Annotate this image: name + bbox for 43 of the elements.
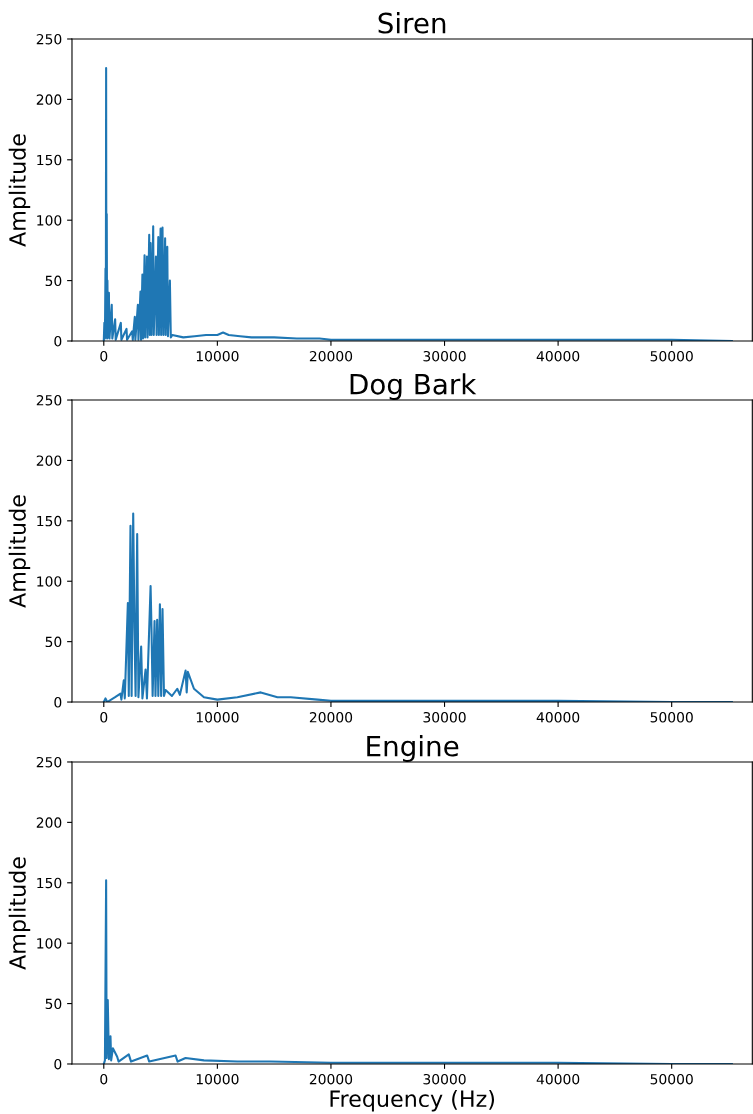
chart-title: Siren [378,12,446,34]
y-tick-label: 250 [36,756,62,768]
x-tick-label: 0 [100,1073,108,1085]
y-tick-label: 100 [37,938,62,949]
x-tick-label: 0 [100,350,108,362]
x-tick-label: 40000 [536,1073,580,1085]
x-tick-label: 30000 [423,1073,466,1085]
x-tick-label: 50000 [650,350,693,362]
y-tick-label: 100 [37,215,62,226]
x-tick-label: 10000 [196,350,239,362]
x-tick-label: 20000 [309,350,353,362]
y-tick-label: 50 [45,636,62,648]
x-tick-label: 20000 [309,1073,353,1085]
y-tick-label: 50 [45,998,62,1010]
y-tick-label: 150 [37,154,62,166]
y-axis-title: Amplitude [8,134,31,247]
y-axis-title: Amplitude [8,857,31,970]
y-tick-label: 250 [36,33,62,45]
x-axis-title: Frequency (Hz) [330,1089,495,1112]
y-tick-label: 150 [37,877,62,889]
x-tick-label: 30000 [423,712,466,723]
x-tick-label: 40000 [536,350,580,362]
y-tick-label: 250 [36,395,62,406]
y-tick-label: 0 [54,697,62,708]
x-tick-label: 40000 [536,712,580,723]
x-tick-label: 50000 [650,1073,693,1085]
y-tick-label: 50 [45,275,62,287]
y-tick-label: 200 [36,455,62,466]
y-tick-label: 200 [36,817,62,828]
chart-title: Engine [367,735,459,762]
x-tick-label: 20000 [309,712,353,723]
y-tick-label: 100 [37,576,62,587]
x-tick-label: 10000 [196,712,239,723]
y-tick-label: 200 [36,94,62,105]
y-tick-label: 0 [54,335,62,347]
y-tick-label: 0 [54,1058,62,1070]
chart-title: Dog Bark [350,373,477,401]
y-axis-title: Amplitude [8,495,31,608]
y-tick-label: 150 [37,515,62,527]
x-tick-label: 30000 [423,350,466,362]
x-tick-label: 0 [100,712,108,723]
x-tick-label: 10000 [196,1073,239,1085]
x-tick-label: 50000 [650,712,693,723]
